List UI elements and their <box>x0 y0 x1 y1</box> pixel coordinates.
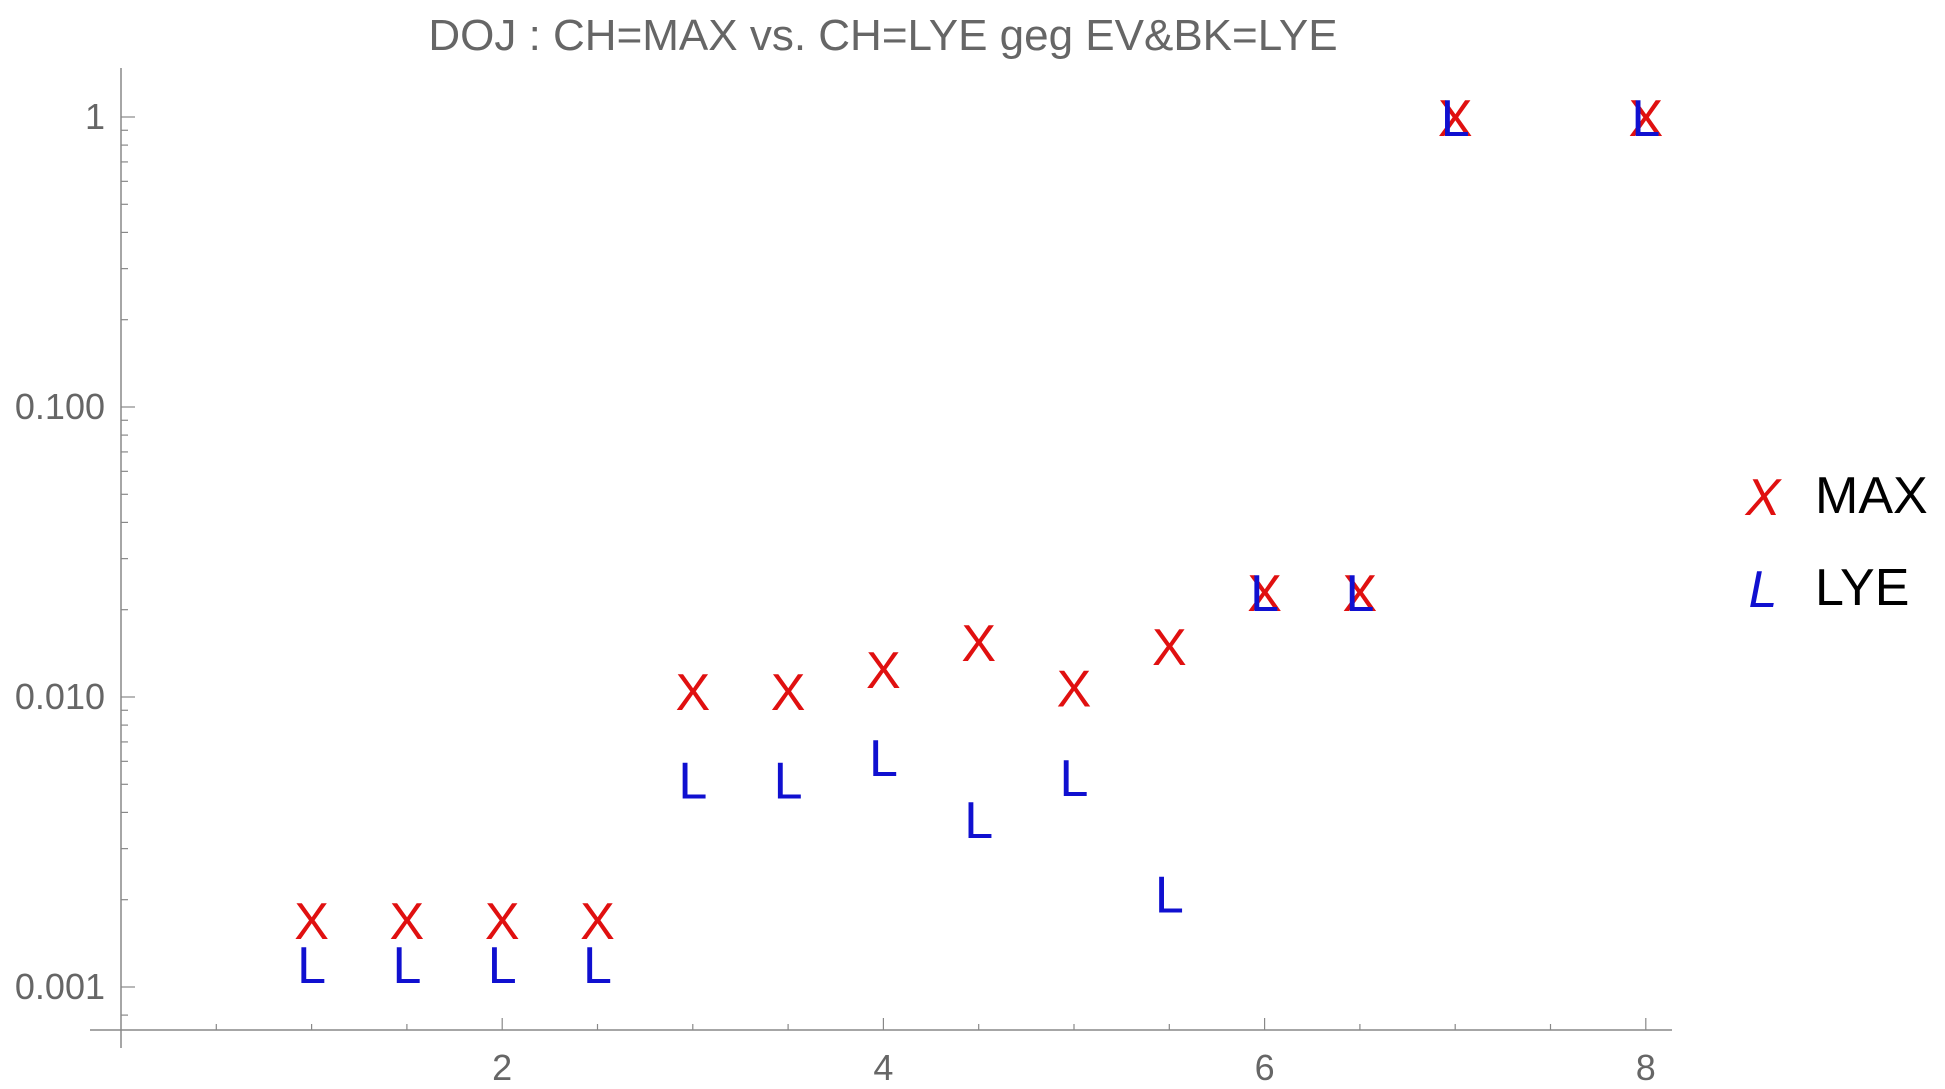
data-point-max: X <box>1438 90 1473 148</box>
data-point-lye: L <box>869 730 898 788</box>
data-point-lye: L <box>1345 565 1374 623</box>
x-tick-label: 2 <box>492 1047 512 1088</box>
data-point-lye: L <box>488 937 517 995</box>
data-point-lye: L <box>1155 867 1184 925</box>
y-tick-label: 0.010 <box>15 676 105 717</box>
data-point-lye: L <box>392 937 421 995</box>
data-point-max: X <box>580 893 615 951</box>
legend-marker-max: X <box>1745 469 1783 527</box>
y-tick-label: 0.001 <box>15 966 105 1007</box>
y-tick-label: 0.100 <box>15 386 105 427</box>
data-point-max: X <box>485 893 520 951</box>
legend-label-max: MAX <box>1815 467 1928 525</box>
data-point-max: X <box>771 664 806 722</box>
data-point-max: X <box>294 893 329 951</box>
data-point-max: X <box>1247 565 1282 623</box>
data-point-lye: L <box>774 752 803 810</box>
x-tick-label: 4 <box>873 1047 893 1088</box>
data-point-max: X <box>1152 619 1187 677</box>
legend-marker-lye: L <box>1749 561 1778 619</box>
data-point-max: X <box>1057 660 1092 718</box>
data-point-max: X <box>866 642 901 700</box>
data-point-max: X <box>1628 90 1663 148</box>
data-point-max: X <box>390 893 425 951</box>
data-point-lye: L <box>964 792 993 850</box>
y-tick-label: 1 <box>85 96 105 137</box>
data-point-max: X <box>961 615 996 673</box>
x-tick-label: 6 <box>1255 1047 1275 1088</box>
data-point-lye: L <box>1441 90 1470 148</box>
axes: 2 4 6 8 0.001 0.010 0.100 1 <box>15 68 1672 1088</box>
x-tick-label: 8 <box>1636 1047 1656 1088</box>
data-point-max: X <box>1343 565 1378 623</box>
data-point-lye: L <box>1631 90 1660 148</box>
data-point-lye: L <box>1250 565 1279 623</box>
data-point-max: X <box>675 664 710 722</box>
chart-title: DOJ : CH=MAX vs. CH=LYE geg EV&BK=LYE <box>428 11 1337 60</box>
legend-label-lye: LYE <box>1815 559 1909 617</box>
data-point-lye: L <box>678 752 707 810</box>
data-point-lye: L <box>297 937 326 995</box>
data-point-lye: L <box>1060 750 1089 808</box>
data-point-lye: L <box>583 937 612 995</box>
legend: X MAX L LYE <box>1745 467 1928 619</box>
